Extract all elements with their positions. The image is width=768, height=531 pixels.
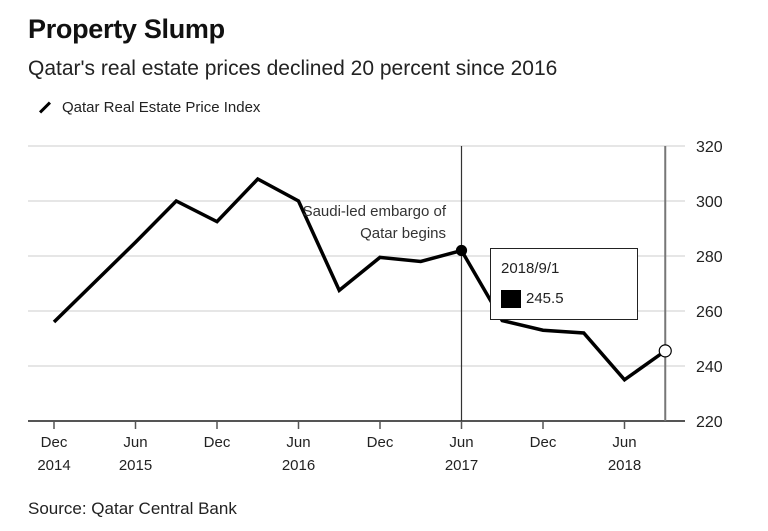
x-tick-label: Jun (449, 434, 473, 451)
embargo-annotation: Saudi-led embargo of Qatar begins (303, 201, 446, 245)
x-tick-label: Dec (367, 434, 394, 451)
hover-point-marker (658, 344, 672, 358)
y-tick-label: 300 (696, 194, 723, 211)
y-tick-label: 240 (696, 359, 723, 376)
legend-label: Qatar Real Estate Price Index (62, 99, 261, 116)
x-tick-label: 2015 (119, 457, 152, 474)
source-note: Source: Qatar Central Bank (28, 499, 237, 518)
chart-title: Property Slump (28, 14, 225, 44)
x-tick-label: 2016 (282, 457, 315, 474)
x-tick-label: 2017 (445, 457, 478, 474)
tooltip-value: 245.5 (526, 290, 564, 307)
x-tick-label: 2018 (608, 457, 641, 474)
legend: Qatar Real Estate Price Index (38, 99, 260, 116)
tooltip: 2018/9/1 245.5 (490, 248, 638, 320)
x-tick-label: Jun (612, 434, 636, 451)
x-tick-label: Dec (530, 434, 557, 451)
x-tick-label: Dec (204, 434, 231, 451)
y-tick-label: 220 (696, 414, 723, 431)
x-tick-label: 2014 (37, 457, 70, 474)
y-tick-label: 320 (696, 139, 723, 156)
tooltip-date: 2018/9/1 (501, 260, 560, 277)
y-tick-label: 280 (696, 249, 723, 266)
y-tick-label: 260 (696, 304, 723, 321)
x-tick-label: Dec (41, 434, 68, 451)
x-tick-label: Jun (123, 434, 147, 451)
tooltip-swatch-icon (501, 290, 521, 308)
annotation-line-1: Saudi-led embargo of (302, 203, 446, 220)
x-tick-label: Jun (286, 434, 310, 451)
annotation-line-2: Qatar begins (360, 225, 446, 242)
embargo-point-marker (455, 244, 468, 257)
series-line (52, 176, 667, 383)
chart-subtitle: Qatar's real estate prices declined 20 p… (28, 57, 558, 80)
